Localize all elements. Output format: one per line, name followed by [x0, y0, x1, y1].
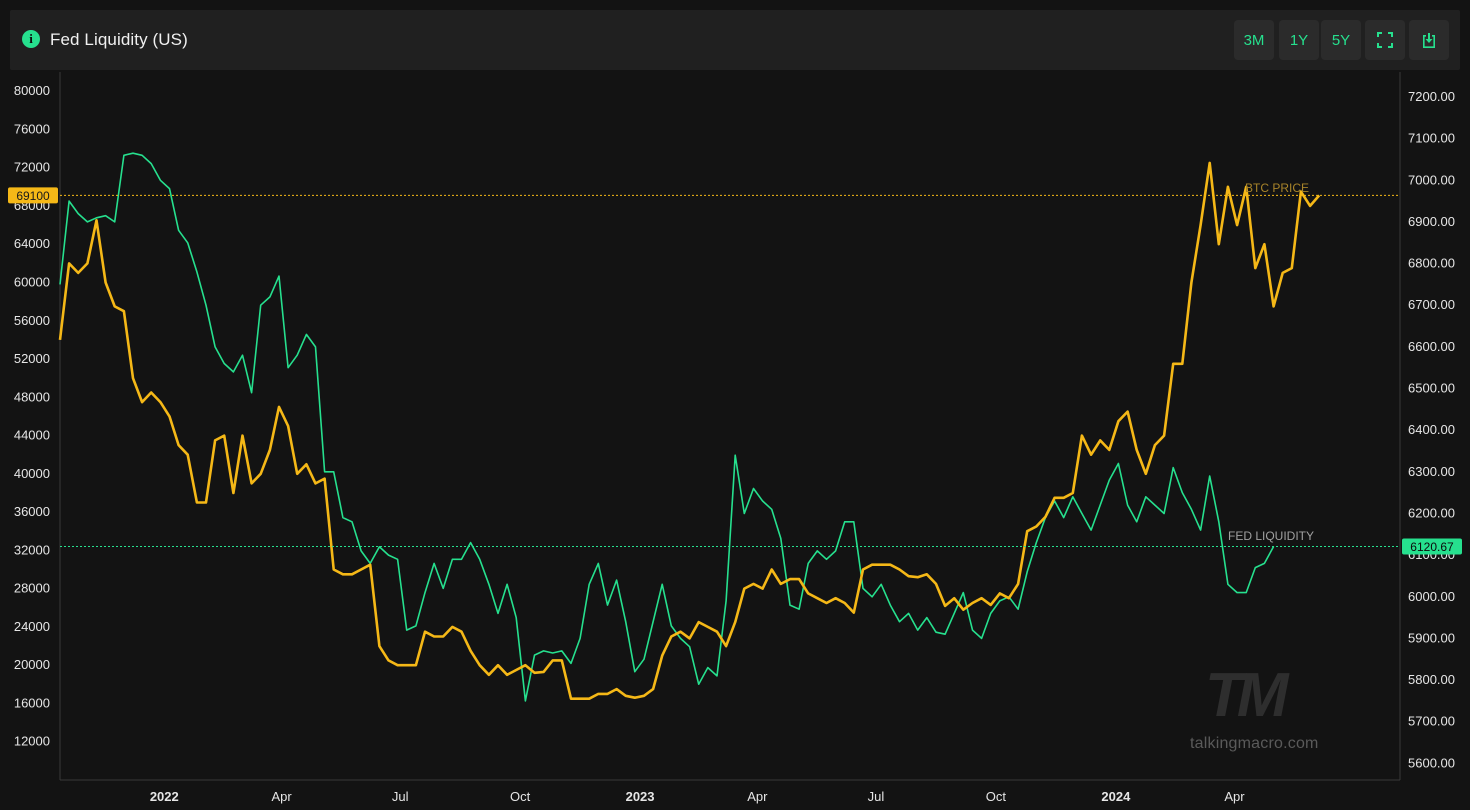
watermark-logo: TM [1205, 661, 1288, 730]
fullscreen-button[interactable] [1365, 20, 1405, 60]
right-tick-label: 6500.00 [1408, 381, 1455, 396]
right-tick-label: 6400.00 [1408, 422, 1455, 437]
right-tick-label: 7200.00 [1408, 89, 1455, 104]
x-tick-label: Apr [1224, 789, 1245, 804]
right-tick-label: 6200.00 [1408, 505, 1455, 520]
left-tick-label: 40000 [14, 466, 50, 481]
range-3m-button[interactable]: 3M [1234, 20, 1274, 60]
dual-axis-line-chart: 12000 16000 20000 24000 28000 32000 36000 40000… [8, 72, 1462, 804]
left-tick-label: 12000 [14, 734, 50, 749]
right-tick-label: 6700.00 [1408, 297, 1455, 312]
chart-header: i Fed Liquidity (US) 3M 1Y 5Y [10, 10, 1460, 70]
x-tick-label: Jul [868, 789, 885, 804]
right-tick-label: 5700.00 [1408, 714, 1455, 729]
x-tick-label: 2022 [150, 789, 179, 804]
left-tick-label: 72000 [14, 160, 50, 175]
range-1y-button[interactable]: 1Y [1279, 20, 1319, 60]
download-button[interactable] [1409, 20, 1449, 60]
left-tick-label: 36000 [14, 504, 50, 519]
range-5y-button[interactable]: 5Y [1321, 20, 1361, 60]
x-tick-label: Oct [510, 789, 531, 804]
left-tick-label: 32000 [14, 542, 50, 557]
left-tick-label: 80000 [14, 83, 50, 98]
right-tick-label: 6900.00 [1408, 214, 1455, 229]
fullscreen-icon [1377, 32, 1393, 48]
right-tick-label: 5600.00 [1408, 755, 1455, 770]
info-icon[interactable]: i [22, 30, 40, 48]
right-tick-label: 6800.00 [1408, 256, 1455, 271]
right-tick-label: 6600.00 [1408, 339, 1455, 354]
left-tick-label: 52000 [14, 351, 50, 366]
left-tick-label: 44000 [14, 428, 50, 443]
left-tick-label: 60000 [14, 274, 50, 289]
x-tick-label: 2024 [1101, 789, 1131, 804]
right-tick-label: 6000.00 [1408, 589, 1455, 604]
left-tick-label: 48000 [14, 389, 50, 404]
left-tick-label: 20000 [14, 657, 50, 672]
btc-price-line [58, 161, 1321, 700]
btc-last-value-badge [8, 187, 58, 204]
right-tick-label: 7100.00 [1408, 131, 1455, 146]
x-tick-label: Apr [747, 789, 768, 804]
btc-last-value-label: 69100 [16, 189, 50, 203]
left-tick-label: 76000 [14, 121, 50, 136]
fed-series-label: FED LIQUIDITY [1228, 529, 1314, 543]
watermark-text: talkingmacro.com [1190, 735, 1319, 752]
fed-last-value-badge [1402, 538, 1462, 555]
right-tick-label: 6300.00 [1408, 464, 1455, 479]
right-tick-label: 5900.00 [1408, 630, 1455, 645]
download-icon [1423, 33, 1435, 48]
x-tick-label: 2023 [626, 789, 655, 804]
fed-liquidity-line [59, 152, 1275, 702]
btc-series-label: BTC PRICE [1245, 181, 1309, 195]
left-tick-label: 24000 [14, 619, 50, 634]
x-tick-label: Jul [392, 789, 409, 804]
chart-title: Fed Liquidity (US) [50, 30, 188, 49]
right-tick-label: 5800.00 [1408, 672, 1455, 687]
left-tick-label: 16000 [14, 695, 50, 710]
left-tick-label: 56000 [14, 313, 50, 328]
x-tick-label: Apr [271, 789, 292, 804]
fed-last-value-label: 6120.67 [1410, 540, 1454, 554]
left-tick-label: 28000 [14, 581, 50, 596]
left-tick-label: 64000 [14, 236, 50, 251]
right-tick-label: 7000.00 [1408, 172, 1455, 187]
x-tick-label: Oct [986, 789, 1007, 804]
